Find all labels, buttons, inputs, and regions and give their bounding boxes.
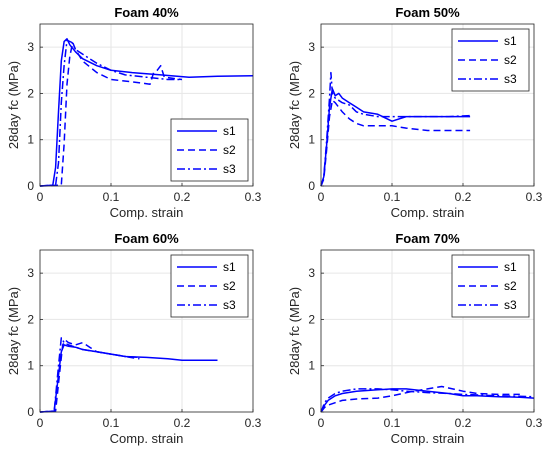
x-tick-label: 0.2 bbox=[174, 416, 191, 430]
y-tick-label: 2 bbox=[308, 86, 315, 100]
x-axis-label: Comp. strain bbox=[110, 431, 184, 446]
x-tick-label: 0 bbox=[37, 190, 44, 204]
legend-label-s2: s2 bbox=[223, 279, 236, 293]
y-tick-label: 0 bbox=[308, 179, 315, 193]
legend: s1 s2 s3 bbox=[170, 254, 249, 318]
x-tick-label: 0.1 bbox=[384, 190, 401, 204]
axes-box bbox=[320, 23, 535, 187]
legend-label-s3: s3 bbox=[504, 72, 517, 86]
series-line-s1 bbox=[39, 344, 218, 413]
legend: s1 s2 s3 bbox=[451, 254, 530, 318]
x-tick-label: 0.1 bbox=[103, 190, 120, 204]
axes-box bbox=[320, 249, 535, 413]
x-axis-label: Comp. strain bbox=[110, 205, 184, 220]
series-line-s2 bbox=[320, 385, 520, 413]
y-tick-label: 2 bbox=[27, 86, 34, 100]
y-axis-label: 28day fc (MPa) bbox=[287, 287, 302, 375]
legend-label-s2: s2 bbox=[504, 279, 517, 293]
y-tick-label: 3 bbox=[27, 40, 34, 54]
legend-label-s1: s1 bbox=[223, 260, 236, 274]
series-line-s1 bbox=[39, 38, 254, 187]
chart-panel-3: 0 0.1 0.2 0.3 0 1 2 3 Comp. strain 28day fc (MPa)… bbox=[6, 231, 262, 446]
y-tick-label: 2 bbox=[27, 312, 34, 326]
y-tick-label: 3 bbox=[308, 266, 315, 280]
x-tick-label: 0.3 bbox=[245, 190, 262, 204]
legend: s1 s2 s3 bbox=[170, 118, 249, 182]
x-tick-label: 0.2 bbox=[455, 190, 472, 204]
y-tick-label: 1 bbox=[308, 359, 315, 373]
legend-label-s2: s2 bbox=[504, 53, 517, 67]
series-line-s2 bbox=[320, 99, 471, 187]
series-line-s2 bbox=[39, 339, 140, 413]
x-tick-label: 0.1 bbox=[384, 416, 401, 430]
legend-label-s3: s3 bbox=[504, 298, 517, 312]
series-line-s3 bbox=[320, 388, 535, 413]
x-tick-label: 0 bbox=[37, 416, 44, 430]
y-tick-label: 1 bbox=[27, 133, 34, 147]
x-tick-label: 0 bbox=[318, 190, 325, 204]
y-tick-label: 1 bbox=[27, 359, 34, 373]
x-axis-label: Comp. strain bbox=[391, 431, 465, 446]
y-tick-label: 2 bbox=[308, 312, 315, 326]
axes-box bbox=[39, 249, 254, 413]
chart-panel-2: 0 0.1 0.2 0.3 0 1 2 3 Comp. strain 28day fc (MPa)… bbox=[287, 5, 543, 220]
y-tick-label: 0 bbox=[27, 405, 34, 419]
x-tick-label: 0 bbox=[318, 416, 325, 430]
y-axis-label: 28day fc (MPa) bbox=[287, 61, 302, 149]
y-axis-label: 28day fc (MPa) bbox=[6, 61, 21, 149]
x-tick-label: 0.3 bbox=[526, 416, 543, 430]
legend-label-s3: s3 bbox=[223, 298, 236, 312]
y-tick-label: 3 bbox=[27, 266, 34, 280]
chart-panel-4: 0 0.1 0.2 0.3 0 1 2 3 Comp. strain 28day fc (MPa)… bbox=[287, 231, 543, 446]
x-tick-label: 0.3 bbox=[245, 416, 262, 430]
chart-title: Foam 40% bbox=[114, 5, 179, 20]
chart-title: Foam 50% bbox=[395, 5, 460, 20]
y-tick-label: 0 bbox=[308, 405, 315, 419]
legend-label-s1: s1 bbox=[504, 34, 517, 48]
x-tick-label: 0.1 bbox=[103, 416, 120, 430]
x-tick-label: 0.3 bbox=[526, 190, 543, 204]
series-line-s3 bbox=[320, 71, 471, 187]
series-line-s2 bbox=[39, 41, 183, 187]
legend-label-s3: s3 bbox=[223, 162, 236, 176]
legend-label-s2: s2 bbox=[223, 143, 236, 157]
y-tick-label: 3 bbox=[308, 40, 315, 54]
chart-title: Foam 70% bbox=[395, 231, 460, 246]
legend-label-s1: s1 bbox=[504, 260, 517, 274]
x-axis-label: Comp. strain bbox=[391, 205, 465, 220]
chart-title: Foam 60% bbox=[114, 231, 179, 246]
y-tick-label: 1 bbox=[308, 133, 315, 147]
y-axis-label: 28day fc (MPa) bbox=[6, 287, 21, 375]
axes-box bbox=[39, 23, 254, 187]
series-line-s1 bbox=[320, 388, 535, 413]
series-line-s3 bbox=[39, 39, 182, 187]
legend: s1 s2 s3 bbox=[451, 28, 530, 92]
chart-panel-1: 0 0.1 0.2 0.3 0 1 2 3 Comp. strain 28day fc (MPa)… bbox=[6, 5, 262, 220]
legend-label-s1: s1 bbox=[223, 124, 236, 138]
x-tick-label: 0.2 bbox=[174, 190, 191, 204]
y-tick-label: 0 bbox=[27, 179, 34, 193]
series-line-s3 bbox=[39, 337, 140, 413]
x-tick-label: 0.2 bbox=[455, 416, 472, 430]
